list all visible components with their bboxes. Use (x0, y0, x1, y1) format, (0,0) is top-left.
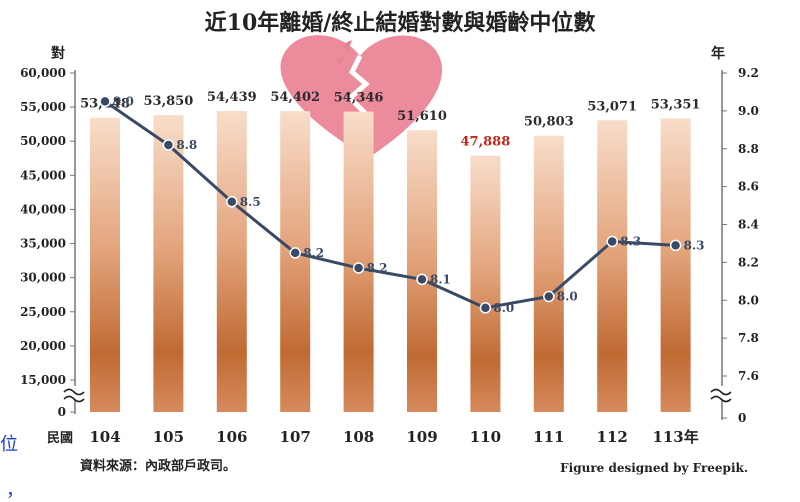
line-value-label: 8.0 (493, 301, 514, 315)
line-value-label: 8.3 (684, 238, 705, 252)
right-tick-label: 8.0 (738, 293, 759, 307)
bar (533, 135, 564, 413)
left-axis: 0 15,000 20,000 25,000 30,000 35,000 40,000 45,… (20, 66, 85, 419)
right-tick-label: 0 (738, 411, 746, 425)
line-point (669, 239, 682, 252)
line-point (606, 235, 618, 248)
x-tick-label: 111 (533, 428, 564, 446)
bar-value-label: 53,351 (651, 97, 701, 112)
line-value-label: 9.0 (113, 94, 134, 108)
bar-series: 53,44853,85054,43954,40254,34651,61047,8… (80, 90, 701, 413)
right-tick-label: 7.8 (738, 331, 759, 345)
x-tick-label: 110 (470, 428, 501, 446)
x-axis-title: 民國 (47, 431, 73, 446)
bar (153, 114, 184, 412)
bar (407, 130, 437, 412)
line-point (226, 196, 238, 208)
bar (90, 117, 120, 412)
x-tick-label: 104 (89, 428, 120, 446)
left-tick-label: 45,000 (20, 168, 66, 182)
left-tick-label: 35,000 (20, 237, 66, 251)
bar-value-label: 51,610 (397, 109, 447, 124)
x-tick-label: 109 (406, 428, 437, 446)
chart-title: 近10年離婚/終止結婚對數與婚齡中位數 (205, 10, 596, 36)
left-tick-label: 50,000 (20, 134, 66, 148)
left-tick-label: 20,000 (20, 339, 66, 353)
line-value-label: 8.2 (367, 261, 388, 275)
line-value-label: 8.3 (620, 235, 641, 249)
right-axis-title: 年 (711, 45, 725, 62)
figure-credit: Figure designed by Freepik. (560, 461, 748, 475)
left-axis-title: 對 (51, 45, 65, 62)
bar-value-label: 47,888 (461, 135, 511, 150)
bar-value-label: 54,346 (334, 91, 384, 106)
left-axis-break (63, 388, 85, 403)
line-value-label: 8.8 (176, 138, 197, 152)
bar (280, 111, 311, 413)
x-tick-label: 112 (597, 428, 628, 446)
source-note: 資料來源：內政部戶政司。 (80, 458, 236, 474)
bar-value-label: 53,071 (587, 99, 637, 114)
x-tick-label: 107 (280, 428, 311, 446)
right-tick-label: 8.6 (738, 180, 759, 194)
bar (660, 118, 691, 412)
line-value-label: 8.5 (240, 195, 261, 209)
left-tick-label: 0 (58, 405, 66, 419)
bar (216, 110, 247, 412)
bar-value-label: 50,803 (524, 115, 574, 130)
line-value-label: 8.2 (303, 246, 324, 260)
bar (470, 155, 501, 413)
x-tick-label: 106 (216, 428, 247, 446)
bar (343, 111, 374, 412)
line-series: 9.0 8.8 8.5 8.2 8.2 8.1 8.0 8.0 8.3 8.3 (99, 94, 705, 315)
right-tick-label: 7.6 (738, 369, 759, 383)
line-point (99, 95, 111, 108)
line-point (479, 302, 492, 314)
right-tick-label: 9.2 (738, 66, 759, 80)
line-point (543, 290, 555, 303)
right-tick-label: 8.8 (738, 142, 759, 156)
right-axis-break (710, 388, 732, 403)
bar-value-label: 54,439 (207, 90, 257, 105)
bar (597, 120, 628, 412)
x-tick-label: 105 (153, 428, 184, 446)
line-value-label: 8.1 (430, 272, 451, 286)
x-tick-label: 113年 (652, 428, 698, 446)
heart-fragment (336, 56, 344, 66)
cropped-side-text: 位 (0, 434, 18, 455)
line-point (162, 139, 175, 151)
right-tick-label: 8.2 (738, 255, 759, 269)
heart-fragment (343, 40, 352, 52)
line-point (352, 262, 365, 274)
left-tick-label: 60,000 (20, 66, 66, 80)
cropped-side-punct: ， (6, 480, 24, 501)
left-tick-label: 15,000 (20, 373, 66, 387)
left-tick-label: 55,000 (20, 100, 66, 114)
line-path (104, 100, 676, 310)
line-point (289, 247, 301, 259)
bar-value-label: 54,402 (270, 90, 320, 105)
right-tick-label: 9.0 (738, 104, 759, 118)
line-point (416, 273, 428, 286)
x-axis: 104 105 106 107 108 109 110 111 112 113年 (89, 428, 698, 446)
left-tick-label: 40,000 (20, 202, 66, 216)
right-tick-label: 8.4 (738, 218, 759, 232)
left-tick-label: 30,000 (20, 271, 66, 285)
bar-value-label: 53,850 (144, 94, 194, 109)
line-value-label: 8.0 (557, 289, 578, 303)
x-tick-label: 108 (343, 428, 374, 446)
right-axis: 0 7.6 7.8 8.0 8.2 8.4 8.6 8.8 9.0 9.2 (710, 66, 759, 425)
left-tick-label: 25,000 (20, 305, 66, 319)
